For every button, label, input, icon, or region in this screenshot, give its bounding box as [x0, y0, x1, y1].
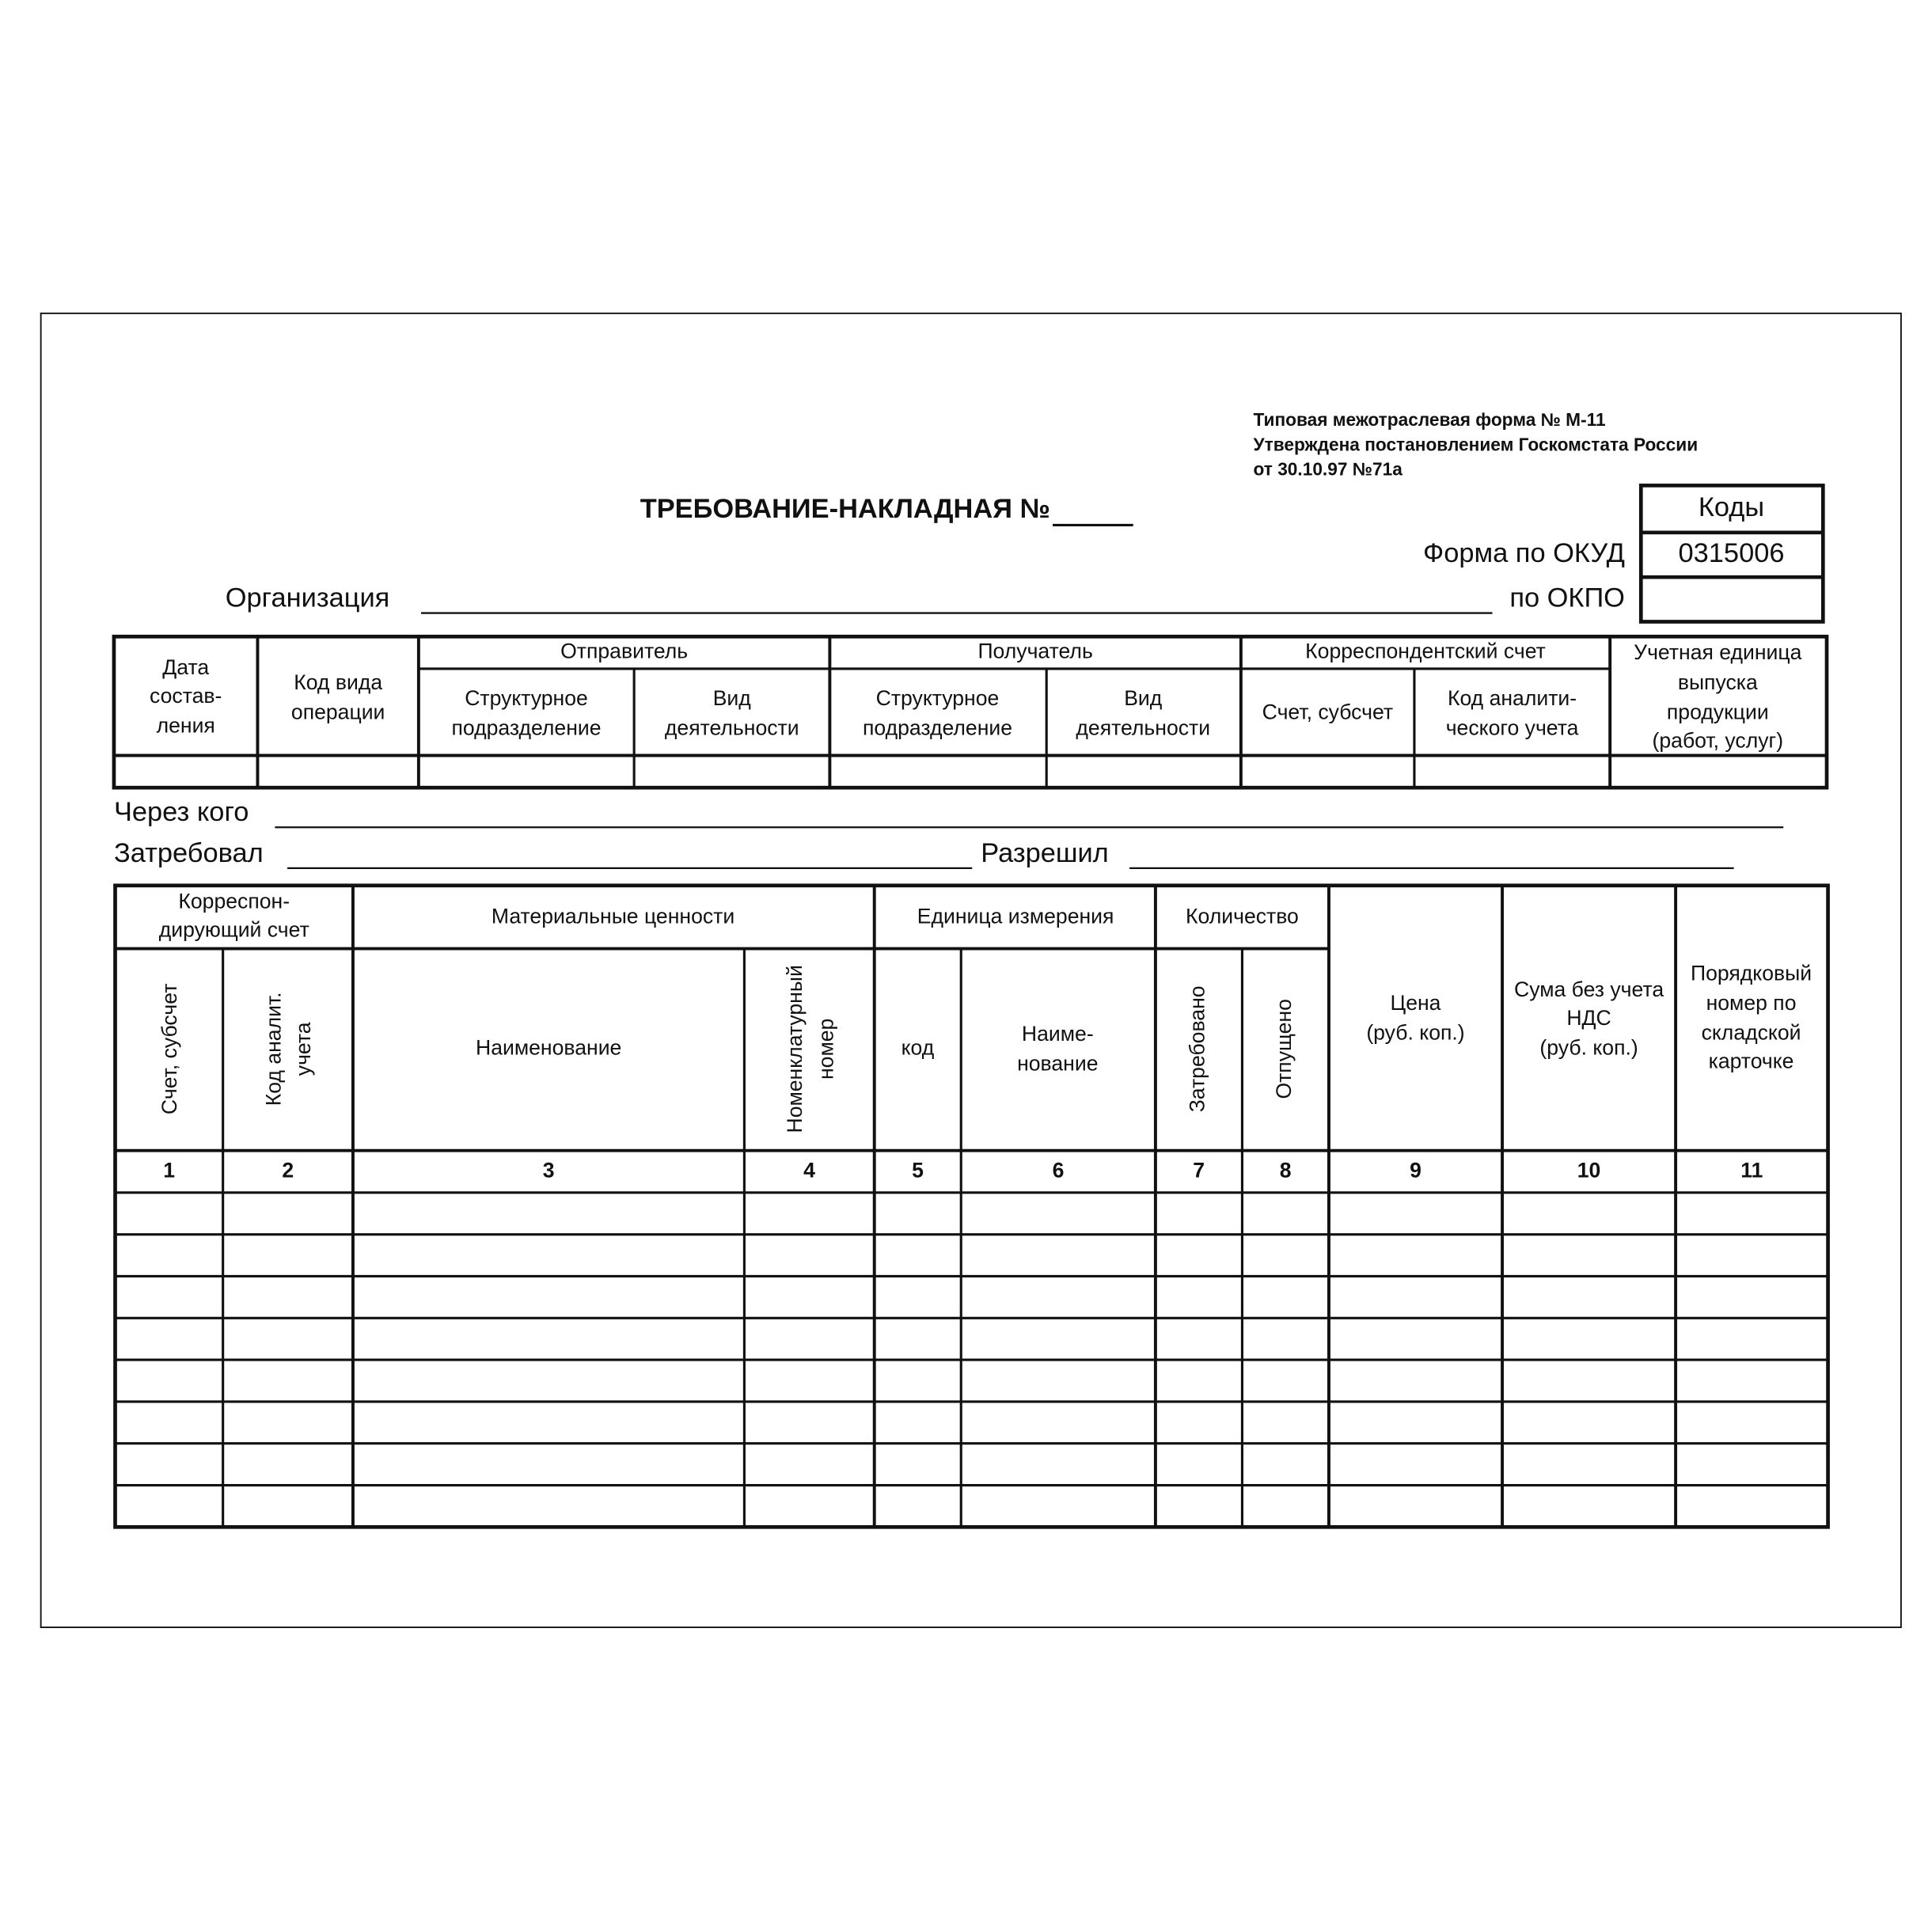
table1-header: деятельности	[665, 716, 799, 740]
column-number: 5	[912, 1158, 924, 1182]
form-note: Утверждена постановлением Госкомстата Ро…	[1254, 434, 1699, 454]
table2-header: Единица измерения	[917, 905, 1114, 928]
table1-header: Получатель	[977, 640, 1092, 663]
table2-header: карточке	[1709, 1050, 1794, 1073]
table1-header: состав-	[150, 684, 222, 708]
table2-header: Цена	[1391, 991, 1441, 1015]
codes-header: Коды	[1699, 492, 1764, 522]
table2-header: дирующий счет	[159, 918, 309, 942]
column-number: 8	[1280, 1158, 1292, 1182]
okpo-label: по ОКПО	[1509, 583, 1625, 613]
table1-header: Корреспондентский счет	[1305, 640, 1546, 663]
table1-header: подразделение	[863, 716, 1012, 740]
table2-border	[113, 883, 1830, 1529]
column-number: 7	[1193, 1158, 1205, 1182]
table2-header: код	[901, 1035, 935, 1059]
table1-header: ческого учета	[1446, 716, 1579, 740]
okud-label: Форма по ОКУД	[1423, 538, 1625, 568]
table1-header: операции	[291, 700, 385, 723]
table2-header: Счет, субсчет	[158, 984, 181, 1114]
table1-header: Вид	[713, 686, 752, 710]
table1-header: деятельности	[1076, 716, 1210, 740]
table1-header: ления	[157, 714, 215, 738]
table1-header: (работ, услуг)	[1653, 728, 1784, 752]
column-number: 9	[1410, 1158, 1421, 1182]
table2-header: Отпущено	[1272, 999, 1296, 1099]
table1-header: Учетная единица	[1634, 640, 1801, 664]
table1-border	[112, 634, 1829, 790]
table1-header: Структурное	[876, 686, 1000, 710]
table2-header: Материальные ценности	[492, 905, 734, 928]
table2-header: Количество	[1186, 905, 1299, 928]
table2-header: Код аналит.	[261, 992, 285, 1106]
table1-header: выпуска	[1678, 670, 1758, 694]
table1-header: Отправитель	[560, 640, 688, 663]
table2-header: Корреспон-	[178, 890, 290, 913]
table2-header: (руб. коп.)	[1539, 1035, 1638, 1059]
title: ТРЕБОВАНИЕ-НАКЛАДНАЯ №	[640, 494, 1050, 524]
table2-header: Сума без учета	[1514, 977, 1664, 1001]
column-number: 10	[1577, 1158, 1601, 1182]
table2-header: (руб. коп.)	[1366, 1021, 1464, 1045]
column-number: 3	[543, 1158, 555, 1182]
codes-box	[1638, 484, 1825, 624]
form-note: от 30.10.97 №71а	[1254, 459, 1403, 480]
table2-header: Порядковый	[1691, 961, 1812, 985]
table2-header: Наиме-	[1022, 1022, 1094, 1046]
column-number: 4	[803, 1158, 815, 1182]
table2-header: Наименование	[476, 1035, 621, 1059]
table1-header: Структурное	[465, 686, 588, 710]
okud-code: 0315006	[1679, 538, 1785, 568]
organization-label: Организация	[226, 583, 390, 613]
form-note: Типовая межотраслевая форма № М-11	[1254, 409, 1606, 430]
table2-header: Номенклатурный	[783, 965, 807, 1133]
table2-header: Затребовано	[1186, 985, 1209, 1112]
table2-header: учета	[291, 1022, 315, 1076]
field-label: Затребовал	[114, 838, 264, 868]
column-number: 6	[1053, 1158, 1065, 1182]
table1-header: Дата	[162, 655, 209, 679]
table1-header: Код аналити-	[1448, 686, 1577, 710]
table1-header: Вид	[1124, 686, 1163, 710]
table2-header: номер	[814, 1019, 837, 1080]
field-label: Через кого	[114, 797, 249, 827]
table1-header: подразделение	[451, 716, 601, 740]
table2-header: НДС	[1566, 1006, 1611, 1030]
table2-header: нование	[1017, 1052, 1098, 1076]
column-number: 11	[1740, 1158, 1763, 1182]
column-number: 2	[282, 1158, 294, 1182]
field-label: Разрешил	[981, 838, 1108, 868]
table2-header: номер по	[1706, 991, 1797, 1015]
table1-header: продукции	[1667, 700, 1769, 723]
table1-header: Код вида	[294, 670, 382, 694]
sheet-border	[40, 312, 1902, 1629]
table1-header: Счет, субсчет	[1262, 700, 1393, 723]
column-number: 1	[163, 1158, 175, 1182]
table2-header: складской	[1702, 1021, 1801, 1045]
